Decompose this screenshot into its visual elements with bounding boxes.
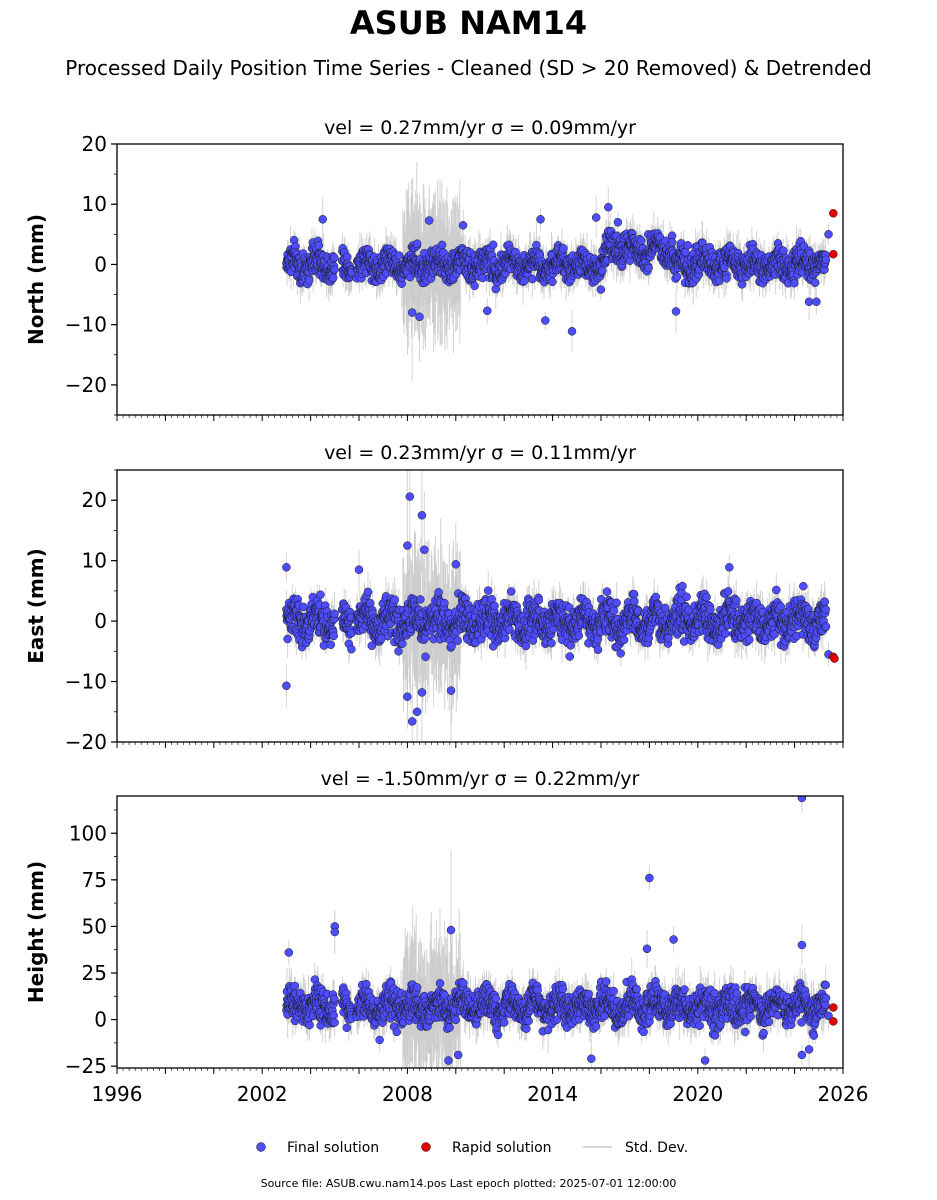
final-solution-series (282, 492, 833, 726)
plot-area (282, 470, 839, 742)
final-point (483, 586, 493, 595)
final-point (616, 649, 625, 658)
final-point (394, 647, 403, 656)
final-point (612, 598, 621, 608)
y-axis-label: East (mm) (24, 548, 48, 664)
panel-title: vel = 0.27mm/yr σ = 0.09mm/yr (324, 117, 636, 139)
final-point (536, 215, 545, 224)
final-point (304, 276, 314, 285)
final-point (790, 278, 799, 288)
final-point (824, 230, 833, 239)
final-point (283, 634, 292, 644)
y-tick-label: 10 (82, 192, 107, 216)
final-point (505, 625, 514, 634)
final-point (363, 587, 373, 597)
final-point (447, 641, 456, 651)
final-point (812, 297, 821, 307)
final-point (672, 272, 682, 281)
final-point (458, 221, 468, 230)
final-point (613, 218, 623, 227)
final-point (591, 213, 601, 222)
final-point (714, 276, 724, 286)
final-point (604, 202, 613, 212)
final-point (434, 588, 443, 597)
final-point (821, 255, 831, 265)
final-point (367, 641, 377, 651)
final-point (541, 316, 550, 325)
final-point (329, 631, 338, 641)
final-point (453, 636, 462, 645)
final-point (574, 631, 584, 640)
final-point (534, 595, 544, 605)
final-point (779, 246, 788, 255)
final-point (565, 652, 575, 661)
final-point (407, 308, 417, 317)
final-point (440, 598, 449, 608)
final-solution-series (282, 202, 833, 336)
final-point (347, 644, 356, 654)
final-point (394, 251, 404, 260)
y-tick-label: −10 (65, 313, 107, 337)
panel-1: vel = 0.27mm/yr σ = 0.09mm/yr North (mm) 2… (24, 117, 844, 421)
final-point (804, 297, 814, 307)
y-tick-label: −20 (65, 373, 107, 397)
final-point (602, 587, 612, 596)
x-minor-ticks (116, 415, 844, 418)
rapid-solution-series (829, 209, 838, 259)
final-point (330, 265, 339, 274)
rapid-point (829, 249, 838, 259)
final-point (609, 606, 618, 616)
final-point (424, 216, 434, 225)
rapid-point (829, 209, 838, 218)
y-axis-label: North (mm) (24, 214, 48, 345)
final-point (671, 307, 681, 316)
final-point (330, 253, 339, 262)
final-point (328, 273, 338, 283)
final-point (598, 266, 607, 275)
final-point (593, 645, 603, 655)
final-point (415, 312, 424, 322)
final-point (547, 638, 556, 648)
final-point (683, 241, 692, 250)
final-point (412, 239, 422, 248)
final-point (567, 327, 577, 336)
final-point (528, 274, 537, 284)
plot-area (282, 162, 838, 381)
final-point (483, 306, 492, 316)
final-point (318, 215, 327, 224)
y-tick-label: 20 (82, 132, 107, 156)
final-point (490, 601, 499, 611)
panel-title: vel = 0.23mm/yr σ = 0.11mm/yr (324, 442, 636, 464)
final-point (566, 641, 575, 650)
final-point (722, 274, 731, 283)
chart-subtitle: Processed Daily Position Time Series - C… (65, 56, 872, 80)
final-point (668, 238, 677, 247)
final-point (637, 236, 646, 245)
final-point (421, 652, 430, 662)
final-point (390, 595, 399, 604)
final-point (314, 241, 324, 250)
final-point (506, 587, 516, 596)
final-point (437, 240, 447, 250)
final-point (810, 278, 820, 288)
final-point (316, 590, 325, 599)
chart-title: ASUB NAM14 (349, 4, 588, 42)
final-point (548, 277, 557, 287)
final-point (619, 635, 629, 645)
final-point (326, 640, 336, 649)
final-point (416, 595, 425, 604)
final-point (398, 639, 407, 648)
final-point (593, 635, 602, 644)
final-point (559, 244, 568, 253)
final-point (644, 263, 653, 273)
y-tick-label: 0 (94, 252, 107, 276)
final-point (521, 641, 531, 651)
final-point (596, 285, 606, 294)
final-point (470, 281, 479, 291)
final-point (488, 240, 498, 250)
final-point (330, 609, 339, 619)
